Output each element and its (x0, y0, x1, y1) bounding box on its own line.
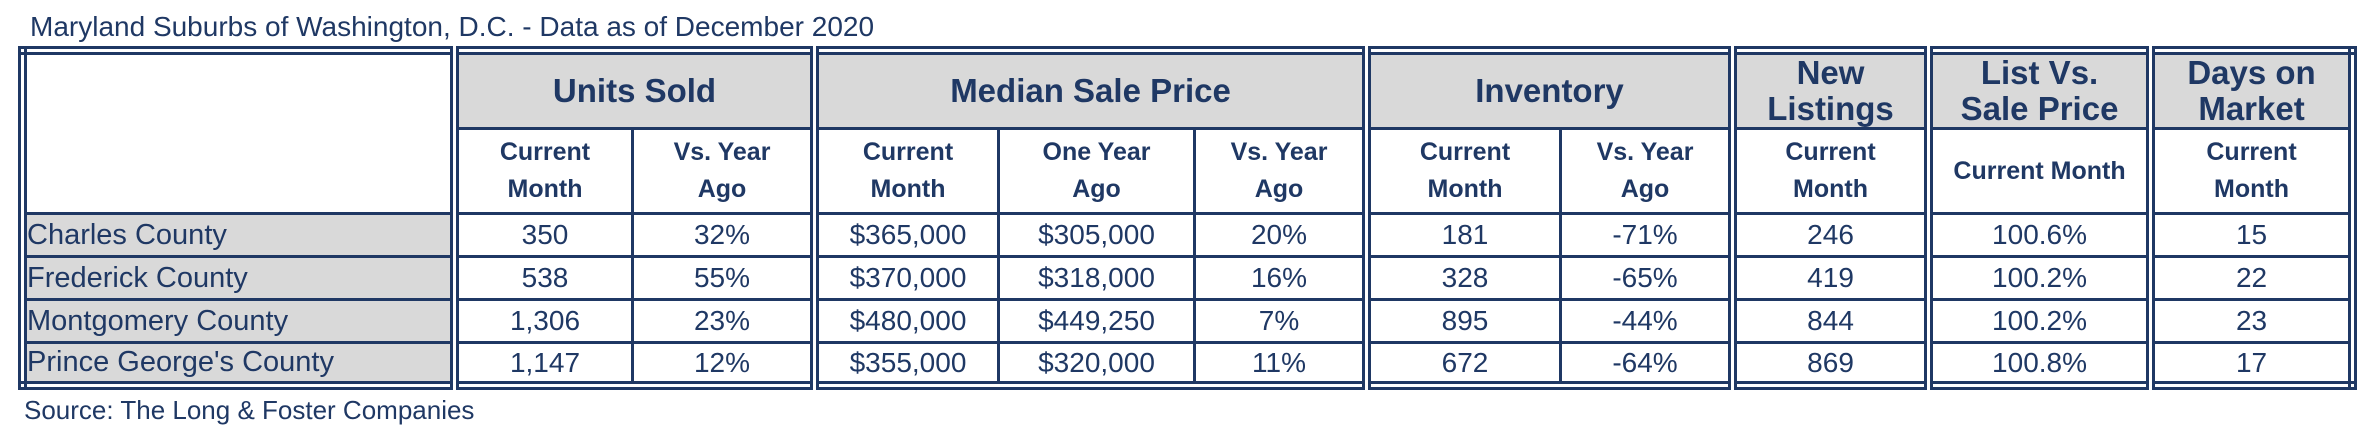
table-row-montgomery-county: Montgomery County 1,306 23% $480,000 $44… (21, 298, 2355, 344)
subheader-inventory-current-month: Current Month (1362, 127, 1563, 215)
data-cell: 100.2% (1924, 298, 2153, 344)
data-cell: 17 (2146, 341, 2355, 387)
data-cell: $320,000 (997, 341, 1197, 387)
data-cell: 7% (1193, 298, 1369, 344)
data-cell: 869 (1728, 341, 1931, 387)
data-cell: 23% (630, 298, 817, 344)
page-title: Maryland Suburbs of Washington, D.C. - D… (30, 11, 875, 42)
data-cell: -71% (1559, 212, 1735, 258)
data-cell: 350 (450, 212, 634, 258)
data-cell: 328 (1362, 255, 1563, 301)
corner-cell (21, 49, 456, 215)
group-header-row: Units Sold Median Sale Price Inventory N… (21, 49, 2355, 215)
data-cell: 55% (630, 255, 817, 301)
subheader-row: Current Month Vs. Year Ago Current Month… (23, 127, 2355, 215)
data-cell: 1,147 (450, 341, 634, 387)
data-cell: 672 (1362, 341, 1563, 387)
data-cell: $370,000 (810, 255, 1001, 301)
table-row-frederick-county: Frederick County 538 55% $370,000 $318,0… (21, 255, 2355, 301)
data-cell: 1,306 (450, 298, 634, 344)
subheader-median-one-year-ago: One Year Ago (997, 127, 1197, 215)
subheader-units-sold-vs-year-ago: Vs. Year Ago (630, 127, 817, 215)
data-cell: 100.6% (1924, 212, 2153, 258)
data-cell: $480,000 (810, 298, 1001, 344)
row-header-frederick-county: Frederick County (21, 255, 456, 301)
data-cell: 100.2% (1924, 255, 2153, 301)
data-cell: -64% (1559, 341, 1735, 387)
data-cell: $305,000 (997, 212, 1197, 258)
data-cell: 11% (1193, 341, 1369, 387)
data-cell: 16% (1193, 255, 1369, 301)
data-cell: 895 (1362, 298, 1563, 344)
data-cell: $355,000 (810, 341, 1001, 387)
group-header-units-sold: Units Sold (449, 49, 817, 130)
group-header-list-vs-sale-price: List Vs. Sale Price (1924, 49, 2153, 130)
data-cell: -44% (1559, 298, 1735, 344)
data-cell: 419 (1728, 255, 1931, 301)
group-header-inventory: Inventory (1362, 49, 1735, 130)
subheader-median-vs-year-ago: Vs. Year Ago (1193, 127, 1369, 215)
data-cell: 15 (2146, 212, 2355, 258)
row-header-prince-georges-county: Prince George's County (21, 341, 456, 387)
table-row-prince-georges-county: Prince George's County 1,147 12% $355,00… (21, 341, 2355, 387)
data-cell: -65% (1559, 255, 1735, 301)
group-header-new-listings: New Listings (1728, 49, 1931, 130)
group-header-days-on-market: Days on Market (2146, 49, 2355, 130)
data-cell: 844 (1728, 298, 1931, 344)
subheader-new-listings-current-month: Current Month (1728, 127, 1931, 215)
row-header-montgomery-county: Montgomery County (21, 298, 456, 344)
data-cell: $449,250 (997, 298, 1197, 344)
data-cell: 538 (450, 255, 634, 301)
subheader-days-on-market-current-month: Current Month (2146, 127, 2355, 215)
data-cell: $318,000 (997, 255, 1197, 301)
data-cell: 12% (630, 341, 817, 387)
subheader-units-sold-current-month: Current Month (450, 127, 634, 215)
source-attribution: Source: The Long & Foster Companies (24, 395, 475, 425)
data-cell: 23 (2146, 298, 2355, 344)
data-cell: $365,000 (810, 212, 1001, 258)
group-header-median-sale-price: Median Sale Price (810, 49, 1369, 130)
data-cell: 22 (2146, 255, 2355, 301)
data-cell: 181 (1362, 212, 1563, 258)
row-header-charles-county: Charles County (21, 212, 456, 258)
subheader-inventory-vs-year-ago: Vs. Year Ago (1559, 127, 1735, 215)
data-cell: 32% (630, 212, 817, 258)
table-row-charles-county: Charles County 350 32% $365,000 $305,000… (21, 212, 2355, 258)
data-cell: 100.8% (1924, 341, 2153, 387)
market-data-table: Units Sold Median Sale Price Inventory N… (18, 46, 2358, 390)
data-cell: 20% (1193, 212, 1369, 258)
subheader-median-current-month: Current Month (810, 127, 1001, 215)
subheader-list-vs-sale-current-month: Current Month (1924, 127, 2153, 215)
data-cell: 246 (1728, 212, 1931, 258)
